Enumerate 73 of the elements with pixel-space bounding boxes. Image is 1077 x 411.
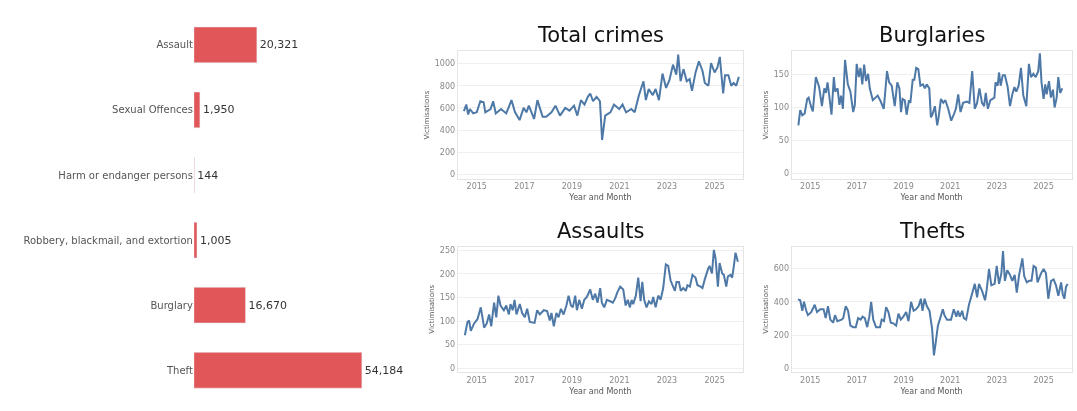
x-tick-label: 2023 [656,182,678,192]
y-tick-label: 200 [773,330,789,340]
x-tick-label: 2025 [704,182,725,192]
x-tick-label: 2023 [656,375,678,385]
x-axis-title: Year and Month [899,193,963,203]
x-tick-label: 2019 [561,375,583,385]
y-tick-label: 50 [444,340,456,350]
chart-title: Thefts [899,219,966,243]
y-tick-label: 0 [783,364,789,374]
y-tick-label: 150 [773,70,789,80]
y-tick-label: 400 [439,125,456,135]
y-tick-label: 100 [439,316,456,326]
bar [193,352,363,389]
y-tick-label: 150 [439,293,456,303]
chart-title: Burglaries [879,23,986,47]
chart-title: Assaults [557,219,645,243]
x-tick-label: 2021 [940,182,961,192]
x-tick-label: 2015 [800,375,821,385]
y-tick-label: 600 [773,264,789,274]
y-tick-label: 400 [773,297,789,307]
data-label: 144 [197,168,219,182]
x-tick-label: 2019 [893,375,914,385]
x-tick-label: 2017 [514,182,535,192]
y-tick-label: Burglary [150,299,193,311]
bar [193,221,198,259]
x-tick-label: 2025 [1033,375,1054,385]
y-tick-label: 100 [773,103,789,113]
x-axis-title: Year and Month [568,193,632,203]
x-tick-label: 2019 [893,182,914,192]
line-series [462,53,740,142]
y-tick-label: 0 [783,169,789,179]
x-tick-label: 2025 [1033,182,1054,192]
x-axis-title: Year and Month [568,386,632,396]
bar [193,91,201,129]
x-tick-label: 2021 [940,375,961,385]
data-label: 1,950 [202,103,235,117]
line-series [797,52,1064,127]
y-tick-label: Theft [165,364,193,376]
y-tick-label: Sexual Offences [112,104,193,116]
x-axis-title: Year and Month [899,386,963,396]
x-tick-label: 2017 [514,375,535,385]
x-tick-label: 2021 [609,182,630,192]
line-series [463,248,739,337]
data-label: 54,184 [364,363,404,377]
data-label: 20,321 [259,38,299,52]
x-tick-label: 2023 [986,182,1008,192]
x-tick-label: 2015 [800,182,821,192]
data-label: 1,005 [199,233,232,247]
line-series [796,249,1069,357]
bar [193,26,258,64]
y-tick-label: 200 [439,148,456,157]
bar [193,287,246,324]
x-tick-label: 2023 [986,375,1008,385]
x-tick-label: 2017 [846,182,868,192]
y-tick-label: 50 [778,136,789,146]
x-tick-label: 2019 [561,182,583,192]
y-tick-label: 600 [439,103,456,113]
y-tick-label: 1000 [434,59,456,69]
y-tick-label: 800 [439,81,456,91]
y-tick-label: Assault [156,39,193,51]
x-tick-label: 2015 [466,375,487,385]
y-tick-label: Harm or endanger persons [58,169,193,181]
y-tick-label: 0 [450,170,456,180]
data-label: 16,670 [248,298,288,312]
x-tick-label: 2015 [466,182,487,192]
y-tick-label: Robbery, blackmail, and extortion [23,234,193,246]
y-tick-label: 250 [439,246,456,256]
x-tick-label: 2017 [846,375,868,385]
y-tick-label: 200 [439,269,456,279]
y-tick-label: 0 [450,363,456,373]
chart-title: Total crimes [537,23,665,47]
x-tick-label: 2025 [704,375,725,385]
x-tick-label: 2021 [609,375,630,385]
